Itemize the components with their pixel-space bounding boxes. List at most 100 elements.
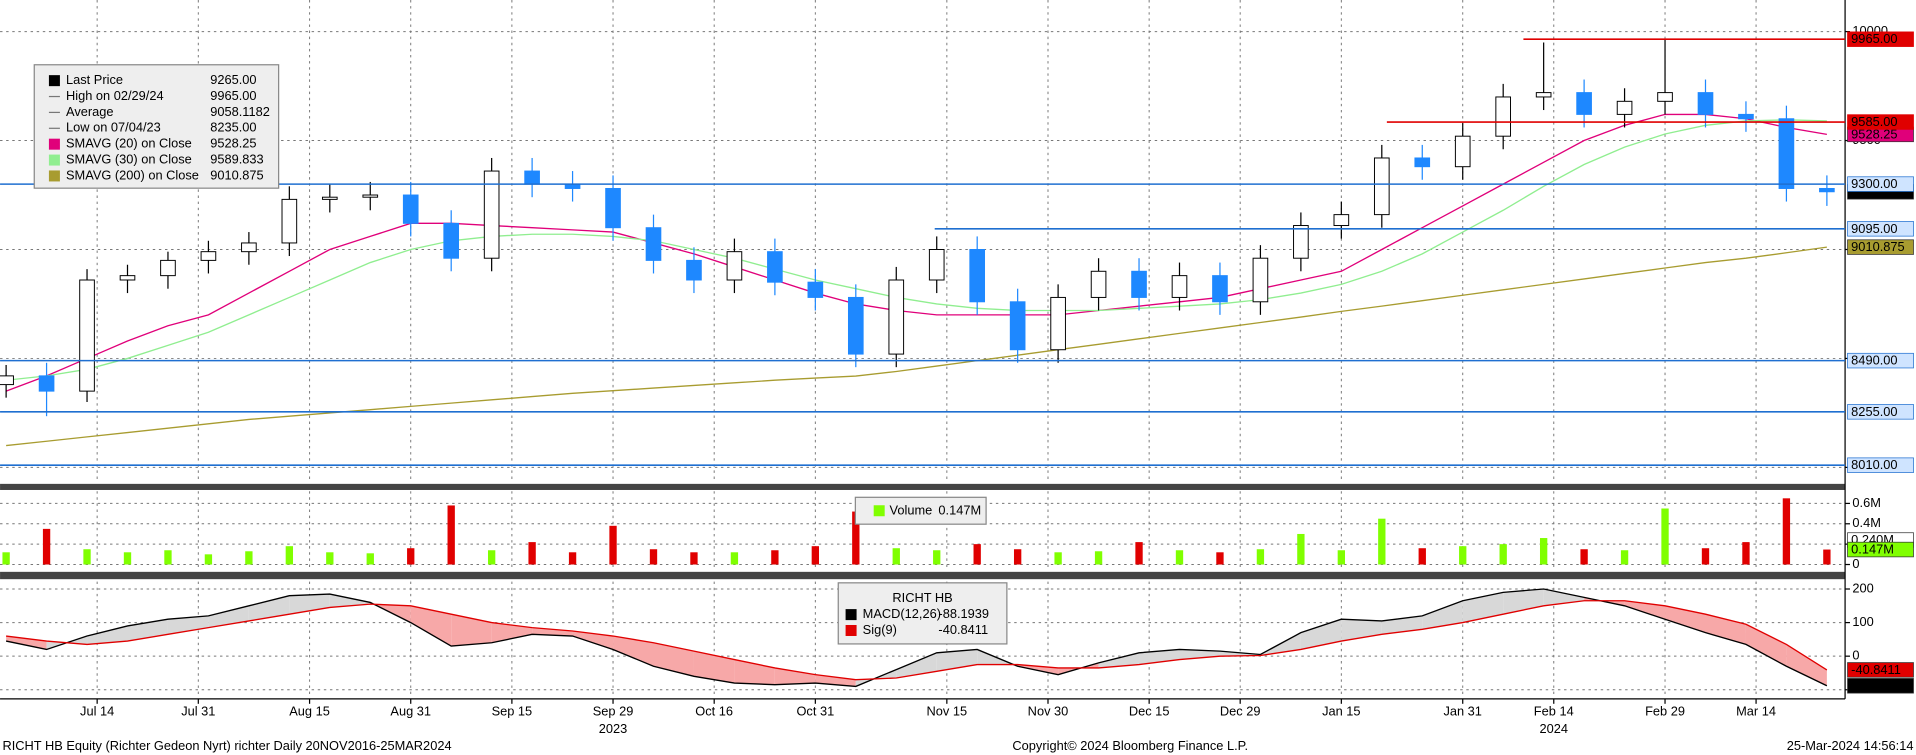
candle-body [645,227,662,261]
macd-tag-label: -88.1939 [1851,678,1902,693]
level-tag-box [1847,404,1914,420]
volume-tag-label: 0.147M [1851,542,1894,557]
candle-body [402,194,419,224]
x-tick-label: Feb 14 [1534,704,1574,719]
volume-bar [568,552,577,565]
volume-bar [487,550,496,565]
macd-fill [410,605,452,647]
legend-swatch [48,154,60,166]
footer-right: 25-Mar-2024 14:56:14 [1787,738,1914,753]
legend-box [33,64,280,189]
volume-bar [1580,549,1588,565]
macd-fill [1503,589,1544,615]
price-tag-label: 9528.25 [1851,126,1897,141]
macd-fill [6,636,47,650]
legend-title: RICHT HB [892,590,952,605]
candle-body [1697,92,1714,115]
candle-body [1050,296,1066,351]
volume-bar [528,542,536,565]
candle-body [767,251,783,283]
volume-bar [285,546,294,565]
legend-value: 0.147M [938,503,981,518]
candle-body [1657,92,1673,102]
macd-fill [1179,649,1220,660]
year-label: 2024 [1540,721,1569,736]
legend-name: Low on 07/04/23 [66,120,161,135]
sma-line [6,246,1827,447]
footer-left: RICHT HB Equity (Richter Gedeon Nyrt) ri… [2,738,451,753]
candle-body [1293,225,1309,259]
candle-body [1535,92,1552,98]
candle-body [1131,270,1147,298]
level-tag-box [1847,352,1914,369]
macd-fill [1624,600,1666,620]
macd-fill [451,614,492,647]
macd-fill [1098,652,1140,668]
volume-bar [245,551,253,565]
candle-body [1778,118,1795,189]
volume-bar [1094,551,1103,565]
volume-bar [1418,548,1426,565]
level-tag-label: 8490.00 [1851,353,1897,368]
macd-fill [653,642,694,677]
macd-fill [491,622,533,643]
volume-bar [1256,549,1265,565]
volume-bar [1013,549,1022,565]
macd-fill [1300,619,1342,650]
volume-bar [1378,518,1386,565]
sma-line [5,113,1827,392]
level-tag-label: 8010.00 [1851,457,1897,472]
level-tag-label: 9585.00 [1851,114,1897,129]
legend-swatch [48,170,60,182]
candle-body [1819,187,1835,193]
price-tag-label: 9010.875 [1851,239,1904,254]
volume-bar [1620,550,1629,565]
candle-body [119,275,136,281]
volume-bar [1701,548,1710,565]
level-tag-box [1847,114,1914,130]
x-tick-label: Sep 15 [492,704,533,719]
level-tag-box [1847,176,1914,192]
volume-bar [730,552,739,565]
candle-body [1738,113,1754,120]
legend-swatch [873,505,885,517]
macd-fill [693,651,735,684]
x-tick-label: Nov 15 [927,704,968,719]
candle-body [888,279,905,355]
candle-body [1212,275,1228,303]
volume-bar [42,528,51,565]
y-tick-label: 0.6M [1852,495,1880,510]
volume-bar [1297,533,1305,565]
candle-body [160,259,176,277]
volume-bar [771,550,779,565]
macd-tag-box [1847,662,1914,678]
legend-name: SMAVG (200) on Close [66,167,199,182]
volume-bar [123,552,132,565]
legend: Volume 0.147M [854,496,987,525]
footer-center: Copyright© 2024 Bloomberg Finance L.P. [1012,738,1248,753]
panel-separator [0,483,1846,490]
legend-name: SMAVG (20) on Close [66,136,192,151]
macd-fill [1745,624,1787,667]
volume-bar [366,553,374,565]
level-tag-label: 8255.00 [1851,404,1897,419]
macd-line [5,588,1828,688]
candle-body [362,194,379,198]
volume-bar [204,554,213,565]
candle-body [1333,214,1350,227]
x-tick-label: Nov 30 [1028,704,1069,719]
candle-body [1576,92,1592,115]
volume-bar [326,552,334,565]
macd-fill [87,625,128,645]
volume-bar [1499,544,1507,565]
macd-fill [329,594,371,608]
x-tick-label: Aug 31 [390,704,431,719]
candle-body [1171,275,1188,298]
x-tick-label: Feb 29 [1645,704,1685,719]
volume-bar [852,511,860,565]
legend-value: -88.1939 [938,606,989,621]
volume-tag-box [1847,541,1914,558]
candle-body [969,249,986,303]
